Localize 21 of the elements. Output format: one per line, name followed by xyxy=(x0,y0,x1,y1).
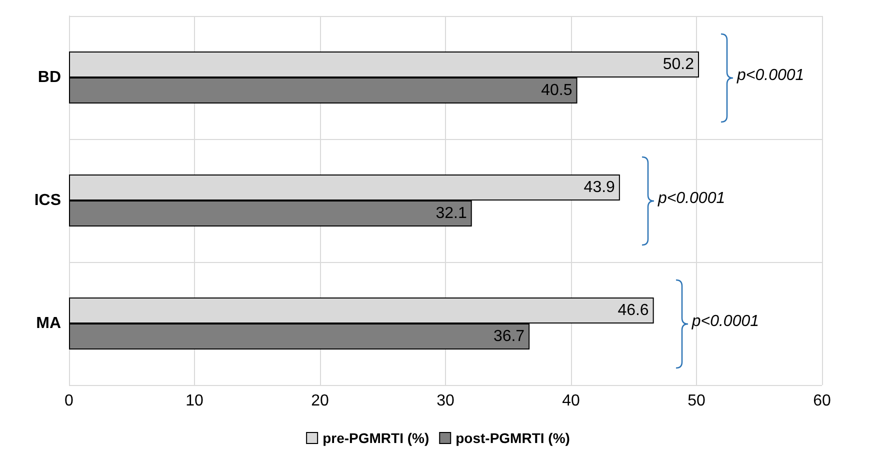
x-tick-label: 0 xyxy=(64,392,74,410)
data-label: 36.7 xyxy=(493,328,525,345)
data-label: 50.2 xyxy=(662,56,694,73)
x-tick-label: 10 xyxy=(186,392,204,410)
y-tick-label: MA xyxy=(36,315,62,332)
annotation: p<0.0001 xyxy=(658,190,726,208)
y-tick-label: ICS xyxy=(34,192,62,209)
y-tick-label: BD xyxy=(38,69,61,86)
data-label: 46.6 xyxy=(618,302,649,319)
x-tick-label: 60 xyxy=(813,392,831,410)
annotation: p<0.0001 xyxy=(737,66,804,84)
data-label: 43.9 xyxy=(584,179,616,196)
legend-label: pre-PGMRTI (%) xyxy=(322,430,430,446)
x-tick-label: 50 xyxy=(688,392,706,410)
legend-label: post-PGMRTI (%) xyxy=(456,430,570,446)
x-tick-label: 20 xyxy=(311,392,329,410)
data-label: 32.1 xyxy=(436,205,467,222)
annotation: p<0.0001 xyxy=(692,312,760,330)
x-tick-label: 40 xyxy=(562,392,580,410)
x-tick-label: 30 xyxy=(436,392,454,410)
data-label: 40.5 xyxy=(541,82,572,99)
